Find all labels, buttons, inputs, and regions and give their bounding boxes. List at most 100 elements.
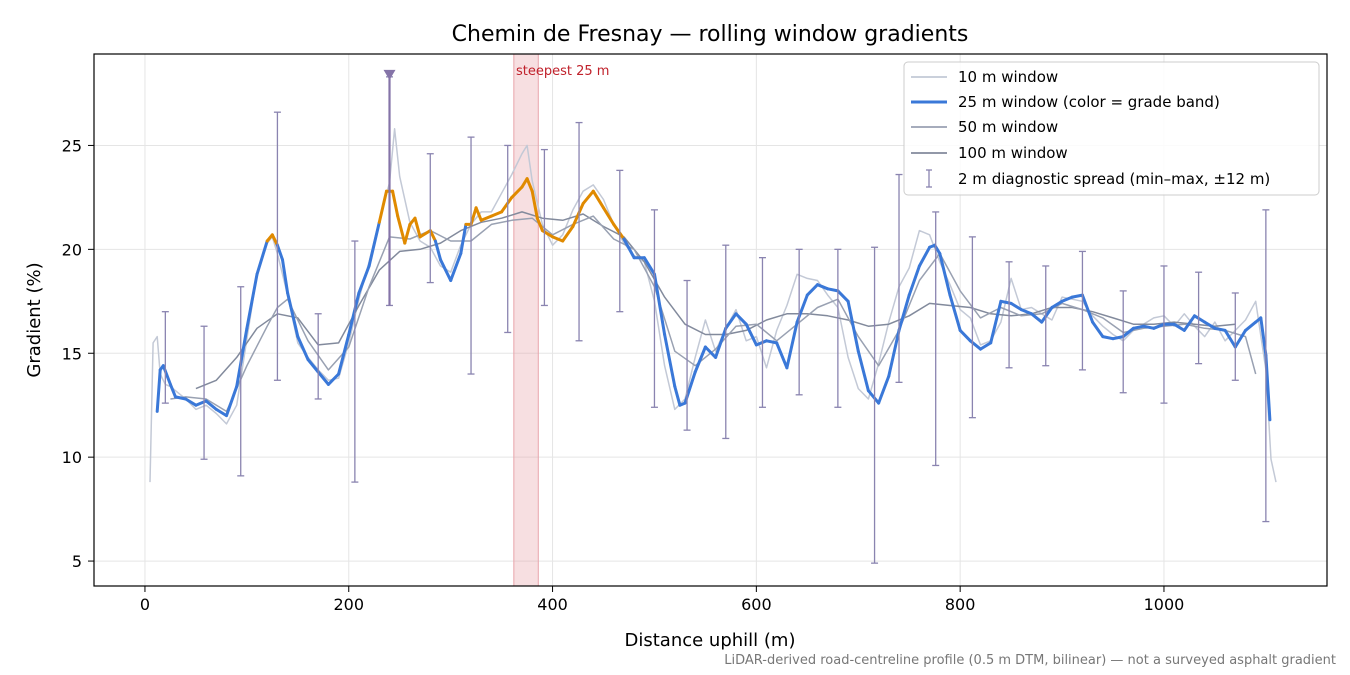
series-25m-segment [856, 349, 870, 393]
series-25m-segment [673, 385, 682, 407]
series-25m-segment [161, 364, 172, 386]
spread-errorbar [314, 313, 322, 400]
series-25m-segment [1223, 328, 1237, 349]
series-25m-segment [306, 358, 320, 374]
ticks: 0 200 400 600 800 1000 5 10 15 20 25 [62, 136, 1185, 614]
series-25m-segment [1182, 314, 1196, 332]
series-25m-segment [785, 320, 799, 370]
y-tick-label: 15 [62, 344, 82, 363]
series-25m-segment [887, 328, 901, 378]
y-tick-label: 25 [62, 136, 82, 155]
series-25m-segment [1131, 324, 1146, 330]
series-25m-segment [591, 189, 605, 210]
legend: 10 m window 25 m window (color = grade b… [903, 61, 1320, 196]
series-25m-segment [367, 220, 381, 268]
series-25m-segment [1070, 293, 1084, 299]
series-25m-segment [1080, 293, 1095, 324]
y-tick-label: 10 [62, 448, 82, 467]
spread-errorbar [273, 111, 281, 381]
series-25m-segment [474, 206, 483, 222]
series-25m-segment [744, 322, 758, 347]
spread-errorbar [1005, 261, 1013, 369]
series-25m-segment [337, 333, 351, 376]
series-25m-segment [525, 177, 534, 193]
legend-label-10m: 10 m window [958, 68, 1058, 86]
series-25m-segment [275, 243, 284, 262]
series-25m-segment [403, 222, 412, 245]
legend-swatch-spread [926, 169, 932, 188]
series-25m-segment [602, 206, 616, 226]
spread-errorbar [504, 144, 512, 334]
series-25m-segment [1264, 353, 1272, 422]
series-25m-segment [225, 385, 239, 418]
series-25m-segment [1050, 299, 1064, 309]
series-25m-segment [1019, 308, 1033, 316]
spread-errorbar [1119, 290, 1127, 394]
spread-errorbar [540, 148, 548, 307]
spread-errorbar [683, 279, 691, 431]
series-25m-segment [816, 283, 830, 291]
series-25m-segment [979, 341, 993, 351]
errorbar-layer [161, 76, 1270, 564]
series-25m-segment [551, 235, 565, 243]
series-25m-segment [245, 272, 259, 330]
spread-errorbar [351, 240, 359, 483]
max-marker-triangle [383, 69, 396, 80]
spread-errorbar [1195, 271, 1203, 365]
series-25m-segment [938, 252, 952, 297]
spread-errorbar [1042, 265, 1050, 367]
series-25m-segment [413, 216, 422, 239]
series-25m-segment [535, 216, 544, 233]
series-25m-segment [326, 372, 341, 386]
series-25m-segment [1244, 320, 1258, 332]
series-25m-segment [1040, 306, 1054, 324]
series-25m-segment [530, 189, 539, 220]
x-tick-label: 1000 [1144, 595, 1185, 614]
series-25m-segment [1259, 316, 1268, 357]
y-tick-label: 5 [72, 552, 82, 571]
annotation-label: steepest 25 m [516, 64, 609, 79]
series-25m-segment [459, 222, 468, 255]
x-axis-label: Distance uphill (m) [625, 630, 796, 651]
x-tick-label: 0 [140, 595, 150, 614]
series-25m-segment [1111, 335, 1125, 341]
spread-errorbar [1231, 292, 1239, 381]
series-25m-segment [581, 189, 595, 206]
plot-frame [93, 53, 1328, 587]
series-25m-segment [846, 299, 860, 353]
series-25m-segment [1203, 320, 1217, 330]
spread-errorbar [1078, 250, 1086, 371]
spread-errorbar [1262, 209, 1270, 523]
spread-errorbar [200, 325, 208, 460]
legend-label-spread: 2 m diagnostic spread (min–max, ±12 m) [958, 170, 1270, 188]
series-25m-segment [765, 339, 779, 345]
series-25m-segment [347, 291, 361, 336]
series-25m-segment [168, 382, 177, 399]
series-25m-segment [948, 293, 962, 332]
series-25m-segment [479, 214, 493, 222]
series-25m-segment [155, 368, 162, 413]
series-25m-segment [775, 341, 789, 370]
series-25m-segment [1101, 335, 1115, 341]
series-25m-segment [500, 195, 514, 214]
series-25m-segment [724, 312, 738, 330]
y-tick-label: 20 [62, 240, 82, 259]
spread-errorbar [650, 209, 658, 408]
series-25m-segment [1213, 326, 1227, 332]
series-25m-segment [714, 326, 728, 359]
spread-errorbar [722, 244, 730, 440]
series-25m-segment [561, 225, 575, 243]
series-25m-segment [391, 189, 400, 218]
spread-errorbar [834, 248, 842, 408]
series-25m-segment [449, 252, 463, 282]
series-25m-segment [1091, 320, 1105, 339]
spread-errorbar [968, 236, 976, 419]
chart-title: Chemin de Fresnay — rolling window gradi… [452, 22, 969, 47]
spread-errorbar [1160, 265, 1168, 404]
series-25m-segment [958, 328, 972, 343]
legend-label-25m: 25 m window (color = grade band) [958, 93, 1220, 111]
series-25m-segment [428, 229, 437, 243]
spread-errorbar [237, 286, 245, 477]
series-25m-segment [571, 202, 585, 228]
